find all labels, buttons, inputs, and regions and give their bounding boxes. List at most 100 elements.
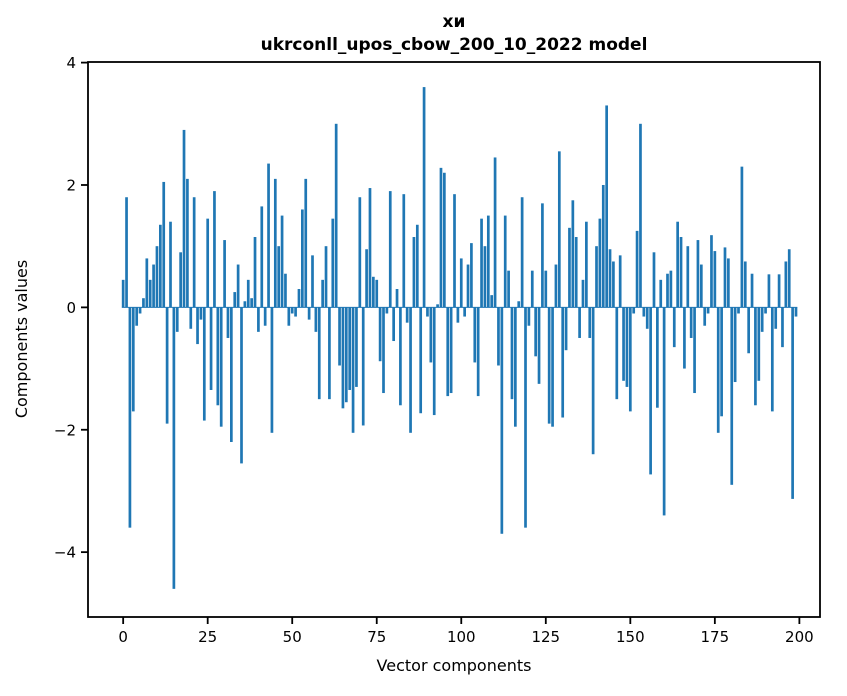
chart-title: хи xyxy=(443,12,466,32)
bar xyxy=(710,235,713,308)
bar xyxy=(145,258,149,308)
bar xyxy=(243,301,247,308)
bar xyxy=(230,307,233,442)
bar xyxy=(585,221,588,308)
bar xyxy=(216,307,220,406)
bar xyxy=(490,295,494,308)
bar xyxy=(635,230,639,308)
bar xyxy=(250,298,253,308)
bar xyxy=(497,307,500,366)
bar xyxy=(382,307,385,394)
x-tick-label: 175 xyxy=(701,628,730,646)
bar xyxy=(794,307,798,317)
bar xyxy=(179,252,182,308)
bar xyxy=(355,307,358,387)
bar xyxy=(679,237,683,308)
bar xyxy=(388,191,392,308)
bar xyxy=(781,307,784,348)
bar xyxy=(473,307,477,363)
bar xyxy=(527,307,531,326)
bar xyxy=(480,218,483,308)
bar xyxy=(770,307,774,412)
bar xyxy=(344,307,348,403)
bar xyxy=(365,249,368,308)
bar xyxy=(517,301,521,308)
bar xyxy=(260,206,264,308)
bar xyxy=(287,307,291,326)
bar xyxy=(186,178,189,308)
x-tick-label: 50 xyxy=(283,628,302,646)
bar xyxy=(466,264,470,308)
bar xyxy=(524,307,527,528)
bar xyxy=(568,227,571,308)
bar xyxy=(696,240,700,308)
bar xyxy=(169,221,172,308)
bar xyxy=(338,307,341,366)
bar xyxy=(443,172,446,308)
bar xyxy=(301,209,304,308)
x-tick-label: 100 xyxy=(447,628,476,646)
bar xyxy=(520,197,524,308)
bar xyxy=(683,307,686,369)
bars-group xyxy=(121,87,798,589)
bar xyxy=(507,270,510,308)
bar xyxy=(142,298,145,308)
bar xyxy=(476,307,480,397)
bar xyxy=(608,249,612,308)
bar xyxy=(561,307,565,418)
bar xyxy=(588,307,592,338)
bar xyxy=(351,307,355,433)
bar xyxy=(297,289,301,308)
bar xyxy=(402,194,406,308)
bar xyxy=(544,270,548,308)
bar xyxy=(672,307,676,348)
bar xyxy=(622,307,625,381)
bar xyxy=(743,261,747,308)
bar xyxy=(159,224,162,308)
bar xyxy=(754,307,757,406)
bar xyxy=(223,240,226,308)
bar xyxy=(253,237,257,308)
bar xyxy=(470,243,473,308)
x-tick-label: 0 xyxy=(118,628,128,646)
zero-baseline xyxy=(121,306,798,308)
bar xyxy=(689,307,693,338)
bar xyxy=(632,307,636,314)
bar xyxy=(767,274,771,308)
bar xyxy=(196,307,199,345)
bar xyxy=(138,307,142,314)
bar xyxy=(311,255,314,308)
bar xyxy=(165,307,169,424)
bar xyxy=(642,307,646,317)
y-axis-label: Components values xyxy=(12,260,31,418)
bar xyxy=(612,261,615,308)
bar xyxy=(578,307,581,338)
bar xyxy=(740,166,744,308)
bar xyxy=(341,307,345,409)
bar xyxy=(727,258,730,308)
bar xyxy=(449,307,453,394)
bar xyxy=(666,273,669,308)
bar xyxy=(273,178,277,308)
bar xyxy=(446,307,450,397)
bar xyxy=(699,264,703,308)
bar xyxy=(121,279,125,308)
y-tick-label: 0 xyxy=(66,299,76,317)
bar xyxy=(317,307,321,400)
bar xyxy=(277,246,281,308)
bar xyxy=(777,274,781,308)
bar xyxy=(432,307,436,416)
x-axis-label: Vector components xyxy=(377,656,532,675)
bar xyxy=(605,105,608,308)
bar xyxy=(669,270,673,308)
bar xyxy=(591,307,595,455)
bar xyxy=(202,307,206,421)
chart-subtitle: ukrconll_upos_cbow_200_10_2022 model xyxy=(261,35,648,55)
bar xyxy=(392,307,395,342)
y-tick-label: −2 xyxy=(54,421,76,439)
bar xyxy=(676,221,679,308)
bar xyxy=(557,151,561,308)
plot-area: 0 25 50 75 100 125 150 175 200 −4 −2 0 2 4 xyxy=(54,54,821,646)
plot-spines xyxy=(87,61,821,618)
bar xyxy=(267,163,270,308)
